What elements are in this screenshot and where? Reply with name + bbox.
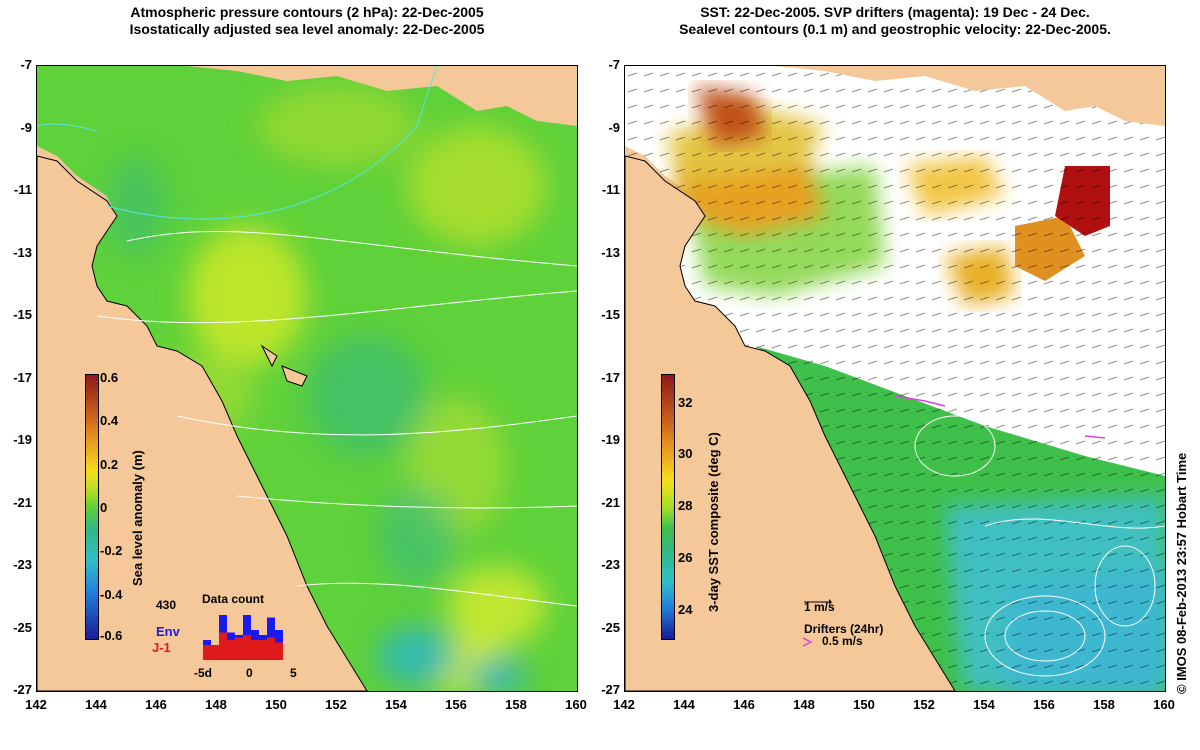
data-count-j1-label: J-1 (152, 640, 171, 655)
left-y-tick-label: -25 (4, 621, 32, 635)
right-x-tick-label: 156 (1033, 698, 1055, 712)
left-x-tick-label: 160 (565, 698, 587, 712)
left-y-tick-label: -15 (4, 308, 32, 322)
left-y-tick-label: -19 (4, 433, 32, 447)
credit-text: © IMOS 08-Feb-2013 23:57 Hobart Time (1174, 453, 1189, 694)
right-x-tick-label: 146 (733, 698, 755, 712)
right-y-tick-label: -9 (592, 121, 620, 135)
data-count-j1-bar (267, 638, 275, 661)
left-title-line1: Atmospheric pressure contours (2 hPa): 2… (36, 4, 578, 21)
left-x-tick-label: 146 (145, 698, 167, 712)
right-y-tick-label: -13 (592, 246, 620, 260)
left-colorbar (85, 374, 99, 640)
left-colorbar-ticks: 0.6 0.4 0.2 0 -0.2 -0.4 -0.6 (100, 370, 130, 650)
right-colorbar-label: 3-day SST composite (deg C) (706, 432, 721, 612)
right-cb-tick: 30 (678, 446, 692, 461)
left-cb-tick: 0 (100, 500, 107, 515)
data-count-max: 430 (156, 598, 176, 612)
data-count-xtick: -5d (194, 666, 212, 680)
left-cb-tick: 0.6 (100, 370, 118, 385)
left-x-tick-label: 148 (205, 698, 227, 712)
right-x-tick-label: 150 (853, 698, 875, 712)
left-cb-tick: -0.6 (100, 628, 122, 643)
right-title-line2: Sealevel contours (0.1 m) and geostrophi… (624, 21, 1166, 38)
left-y-tick-label: -7 (4, 58, 32, 72)
left-y-tick-label: -11 (4, 183, 32, 197)
left-y-tick-label: -9 (4, 121, 32, 135)
data-count-j1-bar (251, 640, 259, 660)
right-x-tick-label: 148 (793, 698, 815, 712)
left-title-line2: Isostatically adjusted sea level anomaly… (36, 21, 578, 38)
right-y-tick-label: -23 (592, 558, 620, 572)
right-title-line1: SST: 22-Dec-2005. SVP drifters (magenta)… (624, 4, 1166, 21)
right-cb-tick: 26 (678, 550, 692, 565)
scale-arrow-label: 1 m/s (804, 600, 835, 614)
data-count-inset (201, 608, 293, 660)
left-x-tick-label: 158 (505, 698, 527, 712)
right-y-tick-label: -11 (592, 183, 620, 197)
left-y-tick-label: -27 (4, 683, 32, 697)
left-colorbar-label: Sea level anomaly (m) (130, 450, 145, 586)
left-x-tick-label: 150 (265, 698, 287, 712)
data-count-j1-bar (227, 640, 235, 660)
right-y-tick-label: -25 (592, 621, 620, 635)
drifter-legend-icon (801, 637, 815, 647)
right-y-tick-label: -17 (592, 371, 620, 385)
right-x-tick-label: 160 (1153, 698, 1175, 712)
left-x-tick-label: 154 (385, 698, 407, 712)
right-cb-tick: 24 (678, 602, 692, 617)
left-y-tick-label: -21 (4, 496, 32, 510)
right-y-tick-label: -7 (592, 58, 620, 72)
data-count-j1-bar (211, 645, 219, 660)
right-x-tick-label: 158 (1093, 698, 1115, 712)
right-x-tick-label: 144 (673, 698, 695, 712)
data-count-j1-bar (219, 633, 227, 661)
data-count-chart (201, 608, 293, 660)
left-x-tick-label: 142 (25, 698, 47, 712)
left-cb-tick: 0.2 (100, 457, 118, 472)
data-count-j1-bar (275, 643, 283, 661)
left-x-tick-label: 156 (445, 698, 467, 712)
right-y-tick-label: -15 (592, 308, 620, 322)
left-y-tick-label: -13 (4, 246, 32, 260)
right-x-tick-label: 142 (613, 698, 635, 712)
data-count-env-label: Env (156, 624, 180, 639)
right-cb-tick: 32 (678, 395, 692, 410)
right-y-tick-label: -27 (592, 683, 620, 697)
data-count-xtick: 0 (246, 666, 253, 680)
drifters-speed-label: 0.5 m/s (822, 634, 863, 648)
left-y-tick-label: -17 (4, 371, 32, 385)
left-y-tick-label: -23 (4, 558, 32, 572)
data-count-j1-bar (243, 635, 251, 660)
data-count-title: Data count (202, 592, 264, 606)
right-cb-tick: 28 (678, 498, 692, 513)
right-y-tick-label: -19 (592, 433, 620, 447)
right-x-tick-label: 152 (913, 698, 935, 712)
left-cb-tick: 0.4 (100, 413, 118, 428)
data-count-j1-bar (203, 645, 211, 660)
left-cb-tick: -0.4 (100, 587, 122, 602)
left-x-tick-label: 152 (325, 698, 347, 712)
data-count-j1-bar (235, 638, 243, 661)
right-colorbar (661, 374, 675, 640)
left-cb-tick: -0.2 (100, 543, 122, 558)
right-y-tick-label: -21 (592, 496, 620, 510)
right-x-tick-label: 154 (973, 698, 995, 712)
data-count-xtick: 5 (290, 666, 297, 680)
left-x-tick-label: 144 (85, 698, 107, 712)
data-count-j1-bar (259, 640, 267, 660)
